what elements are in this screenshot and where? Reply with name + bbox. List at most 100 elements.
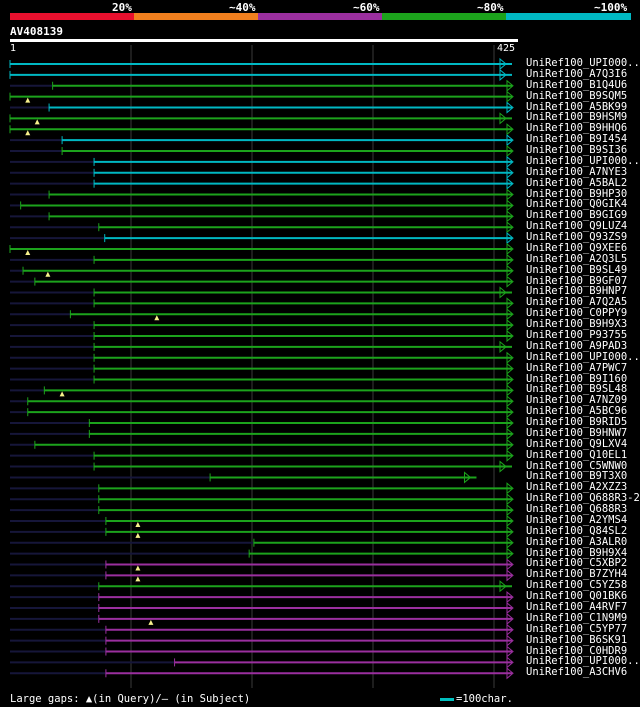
- hit-label[interactable]: UniRef100_A7Q3I6: [526, 67, 628, 80]
- hit-row[interactable]: [10, 438, 514, 451]
- hit-row[interactable]: [10, 656, 514, 669]
- hit-row[interactable]: [10, 362, 514, 375]
- hit-label[interactable]: UniRef100_A3CHV6: [526, 666, 628, 679]
- hit-row[interactable]: [10, 199, 514, 212]
- hit-label[interactable]: UniRef100_A7NYE3: [526, 165, 628, 178]
- hit-label[interactable]: UniRef100_Q84SL2: [526, 524, 628, 537]
- hit-label[interactable]: UniRef100_UPI000..: [526, 154, 640, 167]
- hit-row[interactable]: [10, 275, 514, 288]
- hit-row[interactable]: [10, 449, 514, 462]
- hit-row[interactable]: [9, 68, 512, 81]
- hit-row[interactable]: [10, 569, 514, 582]
- hit-label[interactable]: UniRef100_B9HNP7: [526, 285, 628, 298]
- hit-label[interactable]: UniRef100_C5XBP2: [526, 557, 628, 570]
- hit-row[interactable]: [9, 112, 512, 125]
- hit-row[interactable]: [9, 90, 514, 103]
- hit-label[interactable]: UniRef100_B1Q4U6: [526, 78, 628, 91]
- hit-label[interactable]: UniRef100_Q10EL1: [526, 448, 628, 461]
- hit-row[interactable]: [10, 373, 514, 386]
- hit-row[interactable]: [10, 286, 512, 299]
- hit-row[interactable]: [10, 79, 514, 92]
- hit-row[interactable]: [10, 210, 514, 223]
- hit-row[interactable]: [10, 460, 512, 473]
- hit-label[interactable]: UniRef100_C5YP77: [526, 622, 628, 635]
- hit-label[interactable]: UniRef100_B9H9X3: [526, 318, 628, 331]
- hit-label[interactable]: UniRef100_Q9XEE6: [526, 241, 628, 254]
- hit-row[interactable]: [10, 504, 514, 517]
- hit-label[interactable]: UniRef100_C5YZ58: [526, 579, 628, 592]
- hit-row[interactable]: [10, 558, 514, 571]
- hit-label[interactable]: UniRef100_B9SL49: [526, 263, 628, 276]
- hit-row[interactable]: [10, 221, 514, 234]
- hit-label[interactable]: UniRef100_A7PWC7: [526, 361, 628, 374]
- hit-label[interactable]: UniRef100_Q9LUZ4: [526, 220, 628, 233]
- hit-label[interactable]: UniRef100_B9T3X0: [526, 470, 628, 483]
- hit-row[interactable]: [10, 667, 514, 680]
- hit-row[interactable]: [10, 166, 514, 179]
- hit-row[interactable]: [10, 406, 514, 419]
- hit-row[interactable]: [10, 253, 514, 266]
- hit-label[interactable]: UniRef100_B9HNW7: [526, 426, 628, 439]
- hit-label[interactable]: UniRef100_A2Q3L5: [526, 252, 628, 265]
- hit-label[interactable]: UniRef100_A5BC96: [526, 405, 628, 418]
- hit-label[interactable]: UniRef100_A7NZ09: [526, 394, 628, 407]
- hit-row[interactable]: [10, 591, 514, 604]
- hit-label[interactable]: UniRef100_C1N9M9: [526, 611, 628, 624]
- hit-row[interactable]: [10, 308, 514, 321]
- hit-label[interactable]: UniRef100_B9SI36: [526, 144, 628, 157]
- hit-row[interactable]: [10, 177, 514, 190]
- hit-row[interactable]: [9, 57, 512, 71]
- hit-label[interactable]: UniRef100_B6SK91: [526, 633, 628, 646]
- hit-label[interactable]: UniRef100_B9I454: [526, 133, 628, 146]
- hit-label[interactable]: UniRef100_C5WNW0: [526, 459, 628, 472]
- hit-row[interactable]: [10, 645, 514, 658]
- hit-label[interactable]: UniRef100_C0PPY9: [526, 307, 628, 320]
- hit-row[interactable]: [10, 264, 514, 277]
- hit-label[interactable]: UniRef100_B9GIG9: [526, 209, 628, 222]
- hit-label[interactable]: UniRef100_A9PAD3: [526, 339, 628, 352]
- hit-row[interactable]: [10, 427, 514, 440]
- hit-row[interactable]: [10, 384, 514, 397]
- hit-label[interactable]: UniRef100_Q688R3: [526, 503, 628, 516]
- hit-label[interactable]: UniRef100_B9HP30: [526, 187, 628, 200]
- hit-row[interactable]: [10, 623, 514, 636]
- hit-row[interactable]: [10, 416, 514, 430]
- hit-label[interactable]: UniRef100_Q688R3-2: [526, 492, 640, 505]
- hit-row[interactable]: [10, 514, 514, 528]
- hit-row[interactable]: [10, 612, 514, 625]
- hit-label[interactable]: UniRef100_Q0GIK4: [526, 198, 628, 211]
- hit-row[interactable]: [10, 601, 514, 615]
- hit-label[interactable]: UniRef100_A5BK99: [526, 100, 628, 113]
- hit-label[interactable]: UniRef100_B9RID5: [526, 416, 628, 429]
- hit-label[interactable]: UniRef100_UPI000..: [526, 57, 640, 69]
- hit-row[interactable]: [10, 232, 514, 245]
- hit-row[interactable]: [10, 547, 514, 560]
- hit-label[interactable]: UniRef100_C0HDR9: [526, 644, 628, 657]
- hit-row[interactable]: [10, 319, 514, 332]
- hit-label[interactable]: UniRef100_B9I160: [526, 372, 628, 385]
- hit-row[interactable]: [10, 297, 514, 310]
- hit-row[interactable]: [10, 340, 512, 353]
- hit-label[interactable]: UniRef100_A2XZZ3: [526, 481, 628, 494]
- hit-label[interactable]: UniRef100_P93755: [526, 329, 628, 341]
- hit-row[interactable]: [10, 471, 477, 484]
- hit-row[interactable]: [10, 482, 514, 495]
- hit-row[interactable]: [10, 188, 514, 201]
- hit-label[interactable]: UniRef100_B9GF07: [526, 274, 628, 287]
- hit-row[interactable]: [9, 123, 514, 136]
- hit-label[interactable]: UniRef100_UPI000..: [526, 655, 640, 668]
- hit-row[interactable]: [10, 525, 514, 538]
- hit-label[interactable]: UniRef100_B9HHQ6: [526, 122, 628, 135]
- hit-label[interactable]: UniRef100_A3ALR0: [526, 535, 628, 548]
- hit-row[interactable]: [10, 395, 514, 408]
- hit-row[interactable]: [10, 134, 514, 147]
- hit-label[interactable]: UniRef100_A5BAL2: [526, 176, 628, 189]
- hit-row[interactable]: [10, 580, 512, 593]
- hit-row[interactable]: [10, 329, 514, 343]
- hit-label[interactable]: UniRef100_Q9LXV4: [526, 437, 628, 450]
- hit-row[interactable]: [10, 351, 514, 364]
- hit-label[interactable]: UniRef100_B9HSM9: [526, 111, 628, 124]
- hit-label[interactable]: UniRef100_Q93ZS9: [526, 231, 628, 244]
- hit-row[interactable]: [10, 536, 514, 549]
- hit-row[interactable]: [10, 634, 514, 647]
